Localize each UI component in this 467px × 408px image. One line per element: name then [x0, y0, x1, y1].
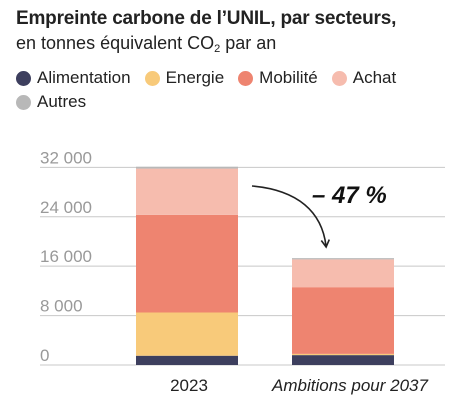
chart-subtitle: en tonnes équivalent CO2 par an [16, 33, 276, 55]
bar-segment [292, 355, 394, 365]
legend-item-energie: Energie [144, 68, 225, 88]
legend-swatch-mobilite [238, 70, 254, 86]
subtitle-subscript: 2 [214, 43, 221, 55]
legend-label-energie: Energie [165, 68, 225, 87]
subtitle-text-end: par an [220, 33, 277, 53]
legend-label-achat: Achat [352, 68, 397, 87]
reduction-arrow [251, 185, 331, 249]
y-tick-label: 24 000 [40, 198, 92, 217]
bar-segment [136, 312, 238, 356]
x-category-label: 2023 [170, 376, 208, 395]
reduction-annotation: – 47 % [312, 182, 387, 209]
bar-segment [136, 214, 238, 313]
legend-label-autres: Autres [37, 92, 87, 111]
legend-item-mobilite: Mobilité [238, 68, 318, 88]
bars [136, 166, 394, 365]
bar-segment [292, 353, 394, 356]
y-tick-label: 32 000 [40, 148, 92, 167]
y-tick-label: 0 [40, 346, 49, 365]
bar-segment [136, 355, 238, 365]
bar-segment [292, 259, 394, 288]
axis-labels: 0 8 000 16 000 24 000 32 000 2023 Ambitions po… [40, 148, 429, 395]
bar-segment [292, 287, 394, 354]
y-tick-label: 8 000 [40, 297, 83, 316]
bar-segment [292, 258, 394, 260]
legend-item-alimentation: Alimentation [16, 68, 131, 88]
chart-title: Empreinte carbone de l’UNIL, par secteur… [16, 8, 397, 29]
legend-label-mobilite: Mobilité [259, 68, 318, 87]
legend-row: Alimentation Energie Mobilité Achat [16, 66, 456, 90]
chart-legend: Alimentation Energie Mobilité Achat Autr… [16, 66, 456, 114]
y-tick-label: 16 000 [40, 247, 92, 266]
bar-segment [136, 168, 238, 215]
bar-segment [136, 166, 238, 169]
legend-swatch-alimentation [16, 70, 31, 86]
legend-item-autres: Autres [16, 92, 86, 112]
legend-row: Autres [16, 90, 456, 114]
legend-swatch-energie [144, 70, 160, 86]
legend-item-achat: Achat [331, 68, 397, 88]
legend-swatch-achat [331, 70, 347, 86]
subtitle-text: en tonnes équivalent CO [16, 33, 215, 53]
legend-label-alimentation: Alimentation [37, 68, 131, 87]
legend-swatch-autres [16, 94, 31, 110]
x-category-label: Ambitions pour 2037 [271, 376, 428, 395]
